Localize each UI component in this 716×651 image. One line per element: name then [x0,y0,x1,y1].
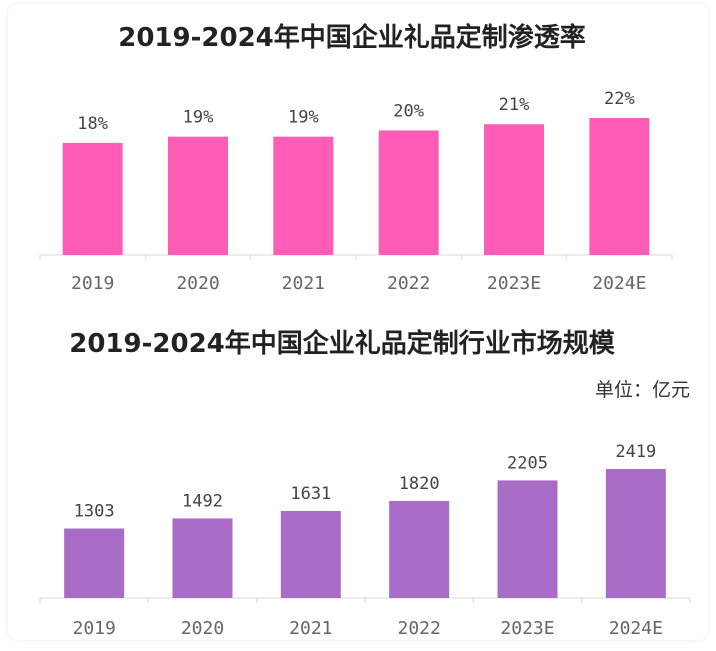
bar-2020 [168,136,228,255]
data-label-2023e: 21% [499,95,530,115]
bar-2021 [273,136,334,255]
chart-2-data-labels: 1303 1492 1631 1820 2205 2419 [74,442,657,522]
bar-2021 [280,511,341,598]
category-label-2022: 2022 [397,618,440,639]
bar-2019 [62,142,123,255]
chart-1-title: 2019-2024年中国企业礼品定制渗透率 [118,22,586,53]
data-label-2019: 18% [77,114,108,134]
bar-2022 [378,130,439,255]
data-label-2024e: 22% [604,89,635,109]
category-label-2022: 2022 [387,273,430,294]
category-label-2020: 2020 [176,273,219,294]
bar-2019 [64,528,125,598]
chart-2-axis-ticks [39,598,691,603]
chart-2-bars [64,469,666,598]
category-label-2019: 2019 [72,618,115,639]
category-label-2023e: 2023E [487,273,541,294]
chart-1-axis-ticks [39,255,673,260]
data-label-2021: 19% [288,108,319,128]
category-label-2021: 2021 [289,618,332,639]
category-label-2021: 2021 [282,273,325,294]
data-label-2019: 1303 [74,502,115,522]
data-label-2020: 19% [183,108,214,128]
category-label-2019: 2019 [71,273,114,294]
bar-2024e [605,469,666,598]
category-label-2023e: 2023E [500,618,554,639]
category-label-2020: 2020 [181,618,224,639]
chart-2-unit-label: 单位：亿元 [595,379,690,401]
bar-2023e [484,124,544,256]
data-label-2023e: 2205 [507,453,548,473]
category-label-2024e: 2024E [592,273,646,294]
category-label-2024e: 2024E [609,618,663,639]
data-label-2024e: 2419 [615,442,656,462]
chart-card [8,4,708,640]
data-label-2021: 1631 [290,484,331,504]
chart-1-bars [62,118,650,256]
data-label-2022: 1820 [399,474,440,494]
chart-2-category-labels: 2019 2020 2021 2022 2023E 2024E [72,618,662,639]
data-label-2020: 1492 [182,491,223,511]
bar-2022 [389,500,450,598]
data-label-2022: 20% [393,101,424,121]
chart-penetration-rate: 2019-2024年中国企业礼品定制渗透率 18% 19% 19% 20% 21% 22%… [39,22,673,294]
bar-2023e [497,480,558,598]
bar-2024e [589,118,650,255]
chart-1-data-labels: 18% 19% 19% 20% 21% 22% [77,89,634,134]
chart-2-title: 2019-2024年中国企业礼品定制行业市场规模 [69,328,616,359]
bar-2020 [172,518,233,598]
chart-1-category-labels: 2019 2020 2021 2022 2023E 2024E [71,273,646,294]
